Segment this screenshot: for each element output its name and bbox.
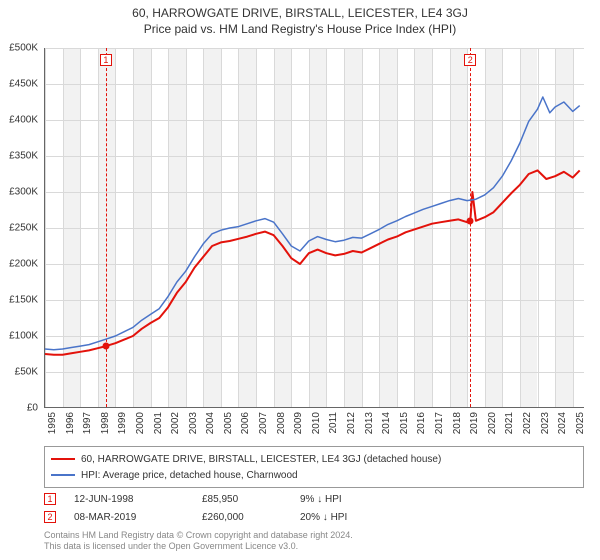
sale-dot <box>467 217 474 224</box>
x-tick-label: 2001 <box>153 412 164 434</box>
plot-wrap: 12 1995199619971998199920002001200220032… <box>44 48 584 408</box>
title-subtitle: Price paid vs. HM Land Registry's House … <box>0 22 600 36</box>
y-tick-label: £400K <box>0 115 38 126</box>
y-tick-label: £50K <box>0 367 38 378</box>
chart-container: 60, HARROWGATE DRIVE, BIRSTALL, LEICESTE… <box>0 0 600 560</box>
y-tick-label: £0 <box>0 403 38 414</box>
legend-swatch <box>51 458 75 460</box>
sale-row-date: 08-MAR-2019 <box>74 512 184 523</box>
sale-row-price: £85,950 <box>202 494 282 505</box>
x-tick-label: 2007 <box>258 412 269 434</box>
sale-row-marker: 2 <box>44 511 56 523</box>
y-tick-label: £300K <box>0 187 38 198</box>
sale-row: 1 12-JUN-1998 £85,950 9% ↓ HPI <box>44 490 584 508</box>
legend-swatch <box>51 474 75 476</box>
series-hpi <box>45 97 580 350</box>
legend-row: 60, HARROWGATE DRIVE, BIRSTALL, LEICESTE… <box>51 451 577 467</box>
x-tick-label: 2008 <box>276 412 287 434</box>
series-property <box>45 170 580 354</box>
sale-row-price: £260,000 <box>202 512 282 523</box>
x-tick-label: 1998 <box>100 412 111 434</box>
x-tick-label: 2006 <box>240 412 251 434</box>
x-tick-label: 2002 <box>170 412 181 434</box>
x-tick-label: 2013 <box>364 412 375 434</box>
x-tick-label: 2023 <box>540 412 551 434</box>
x-tick-label: 2024 <box>557 412 568 434</box>
sale-row-date: 12-JUN-1998 <box>74 494 184 505</box>
x-tick-label: 1997 <box>82 412 93 434</box>
legend: 60, HARROWGATE DRIVE, BIRSTALL, LEICESTE… <box>44 446 584 488</box>
x-tick-label: 2014 <box>381 412 392 434</box>
x-tick-label: 2017 <box>434 412 445 434</box>
plot-area: 12 <box>44 48 584 408</box>
x-tick-label: 2025 <box>575 412 586 434</box>
sale-dot <box>102 343 109 350</box>
legend-row: HPI: Average price, detached house, Char… <box>51 467 577 483</box>
sale-row-diff: 9% ↓ HPI <box>300 494 400 505</box>
x-tick-label: 2022 <box>522 412 533 434</box>
legend-label: 60, HARROWGATE DRIVE, BIRSTALL, LEICESTE… <box>81 454 441 465</box>
sale-row: 2 08-MAR-2019 £260,000 20% ↓ HPI <box>44 508 584 526</box>
x-tick-label: 2009 <box>293 412 304 434</box>
x-tick-label: 2018 <box>452 412 463 434</box>
footer-line2: This data is licensed under the Open Gov… <box>44 541 584 552</box>
x-tick-label: 2010 <box>311 412 322 434</box>
sale-row-diff: 20% ↓ HPI <box>300 512 400 523</box>
y-tick-label: £100K <box>0 331 38 342</box>
x-tick-label: 2011 <box>328 412 339 434</box>
x-tick-label: 1996 <box>65 412 76 434</box>
footer: Contains HM Land Registry data © Crown c… <box>44 530 584 553</box>
y-tick-label: £350K <box>0 151 38 162</box>
y-tick-label: £500K <box>0 43 38 54</box>
footer-line1: Contains HM Land Registry data © Crown c… <box>44 530 584 541</box>
x-tick-label: 2016 <box>416 412 427 434</box>
sales-table: 1 12-JUN-1998 £85,950 9% ↓ HPI 2 08-MAR-2019 £… <box>44 490 584 526</box>
y-tick-label: £200K <box>0 259 38 270</box>
x-tick-label: 1999 <box>117 412 128 434</box>
x-tick-label: 2005 <box>223 412 234 434</box>
x-tick-label: 2012 <box>346 412 357 434</box>
x-tick-label: 2015 <box>399 412 410 434</box>
legend-label: HPI: Average price, detached house, Char… <box>81 470 298 481</box>
x-tick-label: 2021 <box>504 412 515 434</box>
x-tick-label: 2004 <box>205 412 216 434</box>
x-tick-label: 1995 <box>47 412 58 434</box>
x-tick-label: 2019 <box>469 412 480 434</box>
title-block: 60, HARROWGATE DRIVE, BIRSTALL, LEICESTE… <box>0 0 600 36</box>
x-tick-label: 2020 <box>487 412 498 434</box>
y-tick-label: £150K <box>0 295 38 306</box>
y-tick-label: £250K <box>0 223 38 234</box>
x-tick-label: 2003 <box>188 412 199 434</box>
series-lines <box>45 48 584 408</box>
sale-row-marker: 1 <box>44 493 56 505</box>
y-tick-label: £450K <box>0 79 38 90</box>
x-tick-label: 2000 <box>135 412 146 434</box>
title-address: 60, HARROWGATE DRIVE, BIRSTALL, LEICESTE… <box>0 6 600 20</box>
